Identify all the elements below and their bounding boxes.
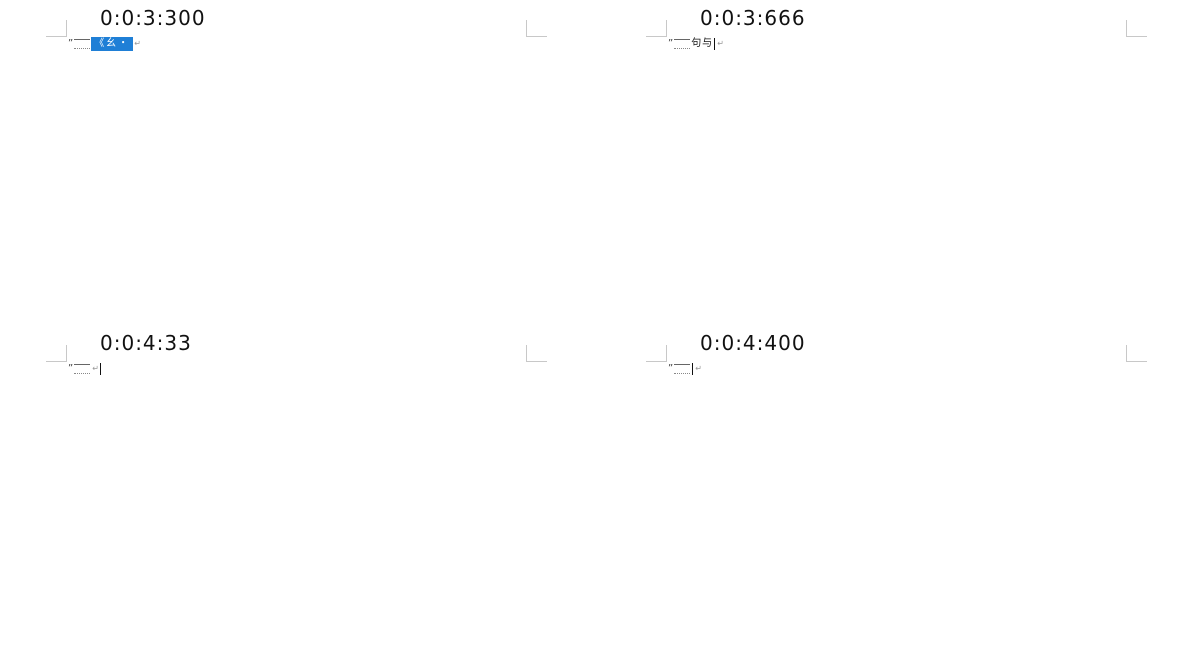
- paragraph-mark-icon: ↵: [92, 364, 99, 373]
- crop-mark-right-icon: [1126, 20, 1147, 37]
- document-text-line[interactable]: ” 《幺・ ↵: [68, 37, 141, 51]
- indent-marker-icon: [74, 364, 91, 374]
- frame-panel-4: 0:0:4:400 ” ↵: [600, 325, 1200, 650]
- document-text-line[interactable]: ” ↵: [668, 362, 702, 376]
- frame-timestamp: 0:0:4:33: [100, 331, 192, 355]
- indent-marker-icon: [74, 39, 91, 49]
- quote-mark: ”: [668, 38, 674, 49]
- frame-panel-2: 0:0:3:666 ” 句与 ↵: [600, 0, 1200, 325]
- document-text-line[interactable]: ” ↵: [68, 362, 102, 376]
- indent-marker-icon: [674, 364, 691, 374]
- quote-mark: ”: [68, 38, 74, 49]
- selected-text[interactable]: 《幺・: [91, 37, 134, 51]
- crop-mark-left-icon: [46, 20, 67, 37]
- frame-panel-1: 0:0:3:300 ” 《幺・ ↵: [0, 0, 600, 325]
- text-cursor: [714, 38, 716, 50]
- quote-mark: ”: [68, 363, 74, 374]
- typed-text[interactable]: 句与: [691, 38, 714, 49]
- crop-mark-right-icon: [526, 345, 547, 362]
- crop-mark-right-icon: [1126, 345, 1147, 362]
- document-text-line[interactable]: ” 句与 ↵: [668, 37, 724, 51]
- crop-mark-left-icon: [46, 345, 67, 362]
- frame-timestamp: 0:0:3:666: [700, 6, 806, 30]
- text-cursor: [692, 363, 694, 375]
- indent-marker-icon: [674, 39, 691, 49]
- paragraph-mark-icon: ↵: [134, 39, 141, 48]
- paragraph-mark-icon: ↵: [695, 364, 702, 373]
- quote-mark: ”: [668, 363, 674, 374]
- paragraph-mark-icon: ↵: [717, 39, 724, 48]
- frame-panel-3: 0:0:4:33 ” ↵: [0, 325, 600, 650]
- text-cursor: [99, 363, 101, 375]
- frame-timestamp: 0:0:4:400: [700, 331, 806, 355]
- crop-mark-left-icon: [646, 20, 667, 37]
- crop-mark-right-icon: [526, 20, 547, 37]
- crop-mark-left-icon: [646, 345, 667, 362]
- frame-timestamp: 0:0:3:300: [100, 6, 206, 30]
